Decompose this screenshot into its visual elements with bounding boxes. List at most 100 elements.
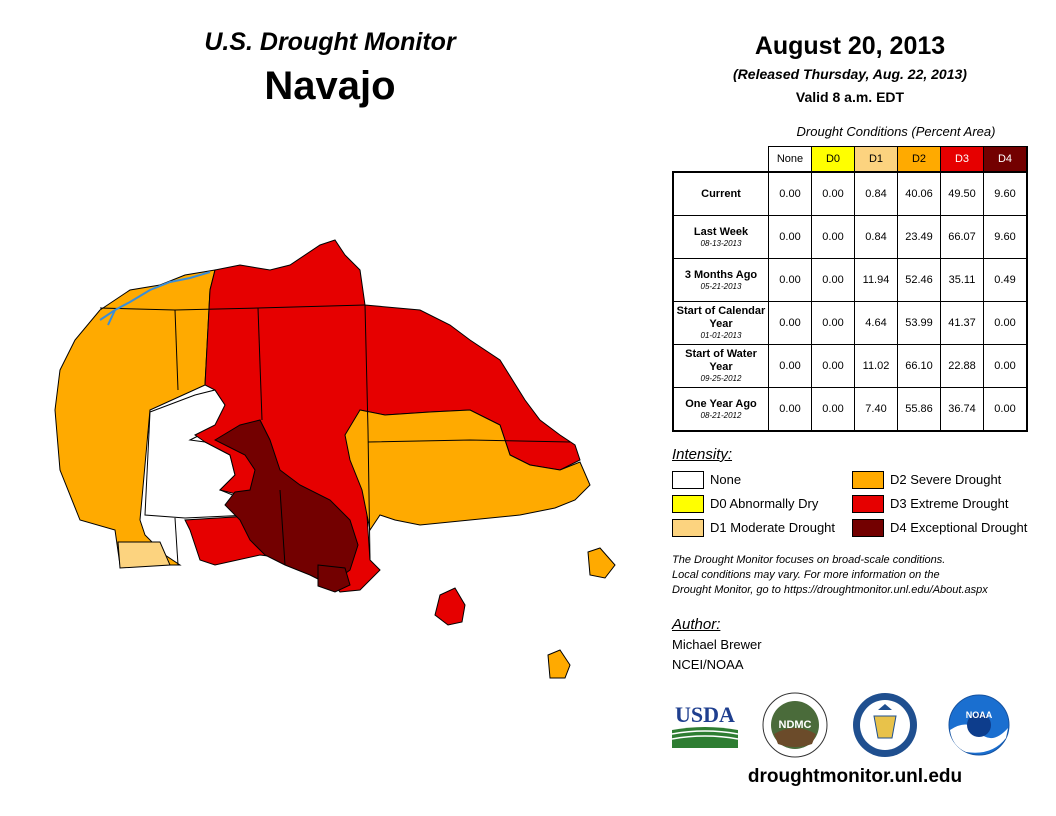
legend-swatch bbox=[672, 495, 704, 513]
table-cell: 0.00 bbox=[768, 171, 812, 216]
col-d2: D2 bbox=[897, 146, 941, 173]
usda-logo-text: USDA bbox=[675, 702, 735, 727]
island-d2-east bbox=[587, 547, 616, 579]
island-d4 bbox=[317, 564, 351, 593]
table-cell: 0.00 bbox=[811, 344, 855, 388]
table-cell: 22.88 bbox=[940, 344, 984, 388]
drought-map bbox=[54, 239, 616, 679]
table-row: Last Week 08-13-2013 0.00 0.00 0.84 23.49… bbox=[672, 215, 1028, 259]
usda-logo: USDA bbox=[672, 702, 738, 748]
map-title: U.S. Drought Monitor bbox=[204, 28, 456, 56]
author-org: NCEI/NOAA bbox=[672, 657, 744, 672]
col-d3: D3 bbox=[940, 146, 984, 173]
region-title: Navajo bbox=[264, 64, 396, 108]
row-date: 05-21-2013 bbox=[700, 281, 742, 291]
ndmc-logo: NDMC bbox=[762, 692, 828, 758]
table-cell: 36.74 bbox=[940, 387, 984, 432]
legend-swatch bbox=[852, 519, 884, 537]
legend-swatch bbox=[672, 471, 704, 489]
legend-label: D3 Extreme Drought bbox=[890, 496, 1009, 511]
legend-swatch bbox=[852, 471, 884, 489]
col-none: None bbox=[768, 146, 812, 173]
table-cell: 66.10 bbox=[897, 344, 941, 388]
river-line bbox=[99, 271, 211, 326]
map-date: August 20, 2013 bbox=[754, 32, 946, 60]
ndmc-logo-text: NDMC bbox=[779, 719, 812, 731]
row-label: Last Week 08-13-2013 bbox=[672, 215, 769, 259]
note-line: The Drought Monitor focuses on broad-sca… bbox=[672, 554, 946, 566]
table-cell: 0.00 bbox=[983, 301, 1028, 345]
col-d1: D1 bbox=[854, 146, 898, 173]
author-name: Michael Brewer bbox=[672, 637, 762, 652]
table-cell: 0.00 bbox=[983, 344, 1028, 388]
valid-time: Valid 8 a.m. EDT bbox=[795, 89, 905, 105]
table-cell: 9.60 bbox=[983, 171, 1028, 216]
table-cell: 35.11 bbox=[940, 258, 984, 302]
table-cell: 0.00 bbox=[768, 344, 812, 388]
col-d0: D0 bbox=[811, 146, 855, 173]
table-cell: 9.60 bbox=[983, 215, 1028, 259]
note-line: Drought Monitor, go to https://droughtmo… bbox=[672, 584, 988, 596]
noaa-logo: NOAA bbox=[948, 694, 1010, 756]
legend-label: D2 Severe Drought bbox=[890, 472, 1002, 487]
row-date: 08-13-2013 bbox=[700, 238, 742, 248]
table-row: One Year Ago 08-21-2012 0.00 0.00 7.40 55… bbox=[672, 387, 1028, 432]
legend-title: Intensity: bbox=[672, 446, 733, 463]
drought-monitor-note: The Drought Monitor focuses on broad-sca… bbox=[672, 553, 1042, 598]
table-row: Start of Calendar Year 01-01-2013 0.00 0.… bbox=[672, 301, 1028, 345]
row-label: Current bbox=[672, 171, 769, 216]
table-row: 3 Months Ago 05-21-2013 0.00 0.00 11.94 5… bbox=[672, 258, 1028, 302]
island-d2-south bbox=[547, 649, 571, 679]
table-cell: 23.49 bbox=[897, 215, 941, 259]
legend-label: D4 Exceptional Drought bbox=[890, 520, 1028, 535]
row-date: 09-25-2012 bbox=[700, 374, 742, 383]
table-header-row: None D0 D1 D2 D3 D4 bbox=[673, 146, 1028, 173]
legend-label: D1 Moderate Drought bbox=[710, 520, 836, 535]
table-cell: 55.86 bbox=[897, 387, 941, 432]
table-cell: 53.99 bbox=[897, 301, 941, 345]
island-d3 bbox=[434, 587, 466, 626]
table-cell: 0.84 bbox=[854, 171, 898, 216]
table-cell: 49.50 bbox=[940, 171, 984, 216]
legend-label: None bbox=[710, 472, 742, 487]
table-cell: 0.00 bbox=[811, 171, 855, 216]
author-heading: Author: bbox=[672, 616, 721, 633]
note-line: Local conditions may vary. For more info… bbox=[672, 569, 940, 581]
table-caption: Drought Conditions (Percent Area) bbox=[796, 124, 996, 139]
release-date: (Released Thursday, Aug. 22, 2013) bbox=[733, 66, 967, 82]
table-corner bbox=[673, 147, 769, 173]
table-cell: 0.00 bbox=[768, 301, 812, 345]
d2-region-east bbox=[344, 409, 591, 532]
table-cell: 0.00 bbox=[811, 387, 855, 432]
noaa-logo-text: NOAA bbox=[966, 710, 993, 720]
row-date: 08-21-2012 bbox=[700, 410, 742, 420]
table-cell: 52.46 bbox=[897, 258, 941, 302]
drought-conditions-table: None D0 D1 D2 D3 D4 Current 0.00 0.00 0.… bbox=[672, 146, 1028, 432]
commerce-seal-icon bbox=[853, 693, 917, 757]
col-d4: D4 bbox=[983, 146, 1028, 173]
row-label: Start of Calendar Year 01-01-2013 bbox=[672, 301, 769, 345]
table-row: Start of Water Year 09-25-2012 0.00 0.00 … bbox=[672, 344, 1028, 388]
table-cell: 40.06 bbox=[897, 171, 941, 216]
table-cell: 0.49 bbox=[983, 258, 1028, 302]
table-cell: 0.00 bbox=[811, 215, 855, 259]
row-label: 3 Months Ago 05-21-2013 bbox=[672, 258, 769, 302]
row-label: Start of Water Year 09-25-2012 bbox=[672, 344, 769, 388]
table-cell: 11.02 bbox=[854, 344, 898, 388]
legend-label: D0 Abnormally Dry bbox=[710, 496, 819, 511]
d1-region bbox=[117, 541, 171, 569]
chapter-boundaries bbox=[99, 304, 571, 566]
row-label: One Year Ago 08-21-2012 bbox=[672, 387, 769, 432]
website-url[interactable]: droughtmonitor.unl.edu bbox=[747, 766, 963, 787]
table-cell: 66.07 bbox=[940, 215, 984, 259]
table-cell: 0.84 bbox=[854, 215, 898, 259]
table-row: Current 0.00 0.00 0.84 40.06 49.50 9.60 bbox=[672, 171, 1028, 216]
table-cell: 0.00 bbox=[768, 258, 812, 302]
row-date: 01-01-2013 bbox=[700, 331, 742, 340]
table-cell: 0.00 bbox=[811, 301, 855, 345]
table-cell: 0.00 bbox=[811, 258, 855, 302]
table-cell: 4.64 bbox=[854, 301, 898, 345]
table-cell: 41.37 bbox=[940, 301, 984, 345]
table-cell: 11.94 bbox=[854, 258, 898, 302]
table-cell: 0.00 bbox=[768, 387, 812, 432]
